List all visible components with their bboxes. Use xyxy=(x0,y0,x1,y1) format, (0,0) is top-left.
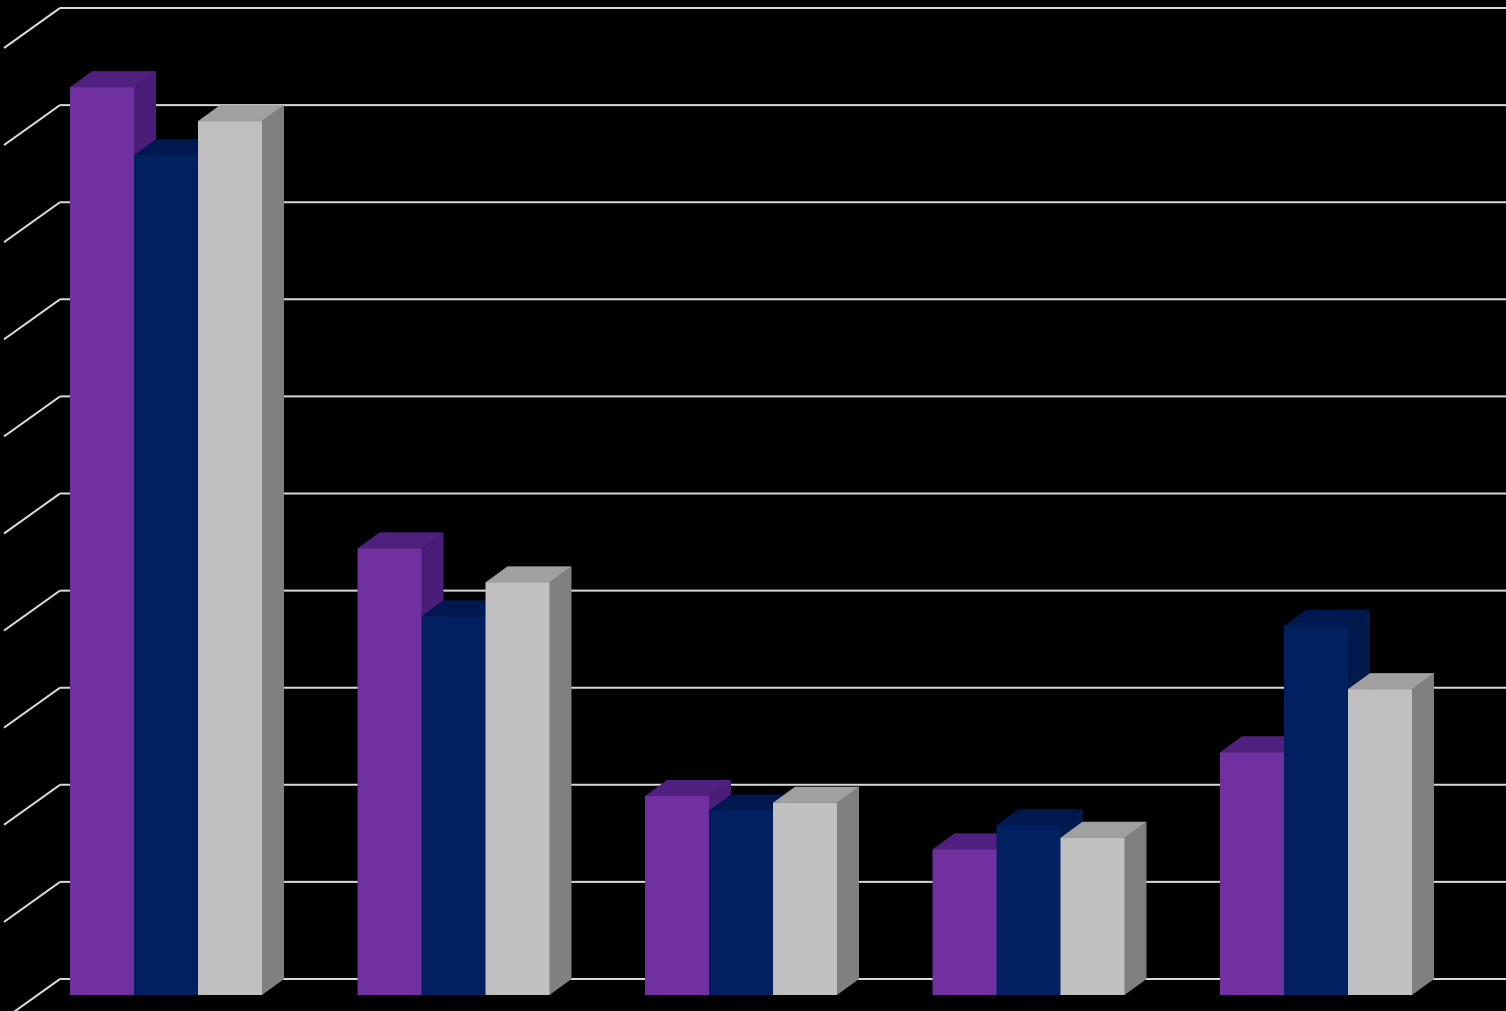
bar-top xyxy=(1284,610,1370,627)
bar-g3-s3 xyxy=(773,786,859,995)
bar-side xyxy=(837,786,859,995)
bar-top xyxy=(198,105,284,122)
bar-front xyxy=(1220,752,1284,995)
side-gridline-10 xyxy=(3,7,61,49)
bar-front xyxy=(198,121,262,996)
bar-side xyxy=(1124,821,1147,995)
bar-top xyxy=(645,779,731,796)
bar-front xyxy=(1284,626,1348,995)
bar-top xyxy=(485,566,572,583)
bar-top xyxy=(1348,673,1434,690)
side-gridline-0 xyxy=(13,978,61,1011)
bar-front xyxy=(357,548,422,995)
side-gridline-7 xyxy=(3,298,61,341)
bars xyxy=(70,71,1434,996)
bar-top xyxy=(357,532,444,549)
bar-top xyxy=(773,786,859,803)
bar-top xyxy=(996,809,1083,826)
bar-front xyxy=(1348,689,1412,995)
side-gridline-4 xyxy=(3,589,61,632)
bar-front xyxy=(645,795,709,995)
side-gridline-2 xyxy=(3,783,61,826)
bar-front xyxy=(996,825,1061,995)
bar-front xyxy=(134,155,198,995)
side-gridline-5 xyxy=(3,492,61,535)
bar-side xyxy=(1412,673,1434,995)
bar-front xyxy=(709,810,773,995)
side-gridline-1 xyxy=(3,881,61,923)
bar-side xyxy=(549,566,572,995)
bar-side xyxy=(262,105,284,996)
bar-g5-s3 xyxy=(1348,673,1434,995)
side-gridline-9 xyxy=(3,104,61,146)
bar-front xyxy=(932,849,997,995)
bar-g2-s3 xyxy=(485,566,572,995)
bar-g1-s3 xyxy=(198,105,284,996)
bar-top xyxy=(1060,821,1147,838)
side-gridline-8 xyxy=(3,201,61,244)
side-gridline-3 xyxy=(3,686,61,729)
bar-front xyxy=(773,802,837,995)
bar-front xyxy=(1060,837,1125,995)
bar-top xyxy=(70,71,156,88)
bar-front xyxy=(421,616,486,995)
bar-g4-s3 xyxy=(1060,821,1147,995)
bar-front xyxy=(485,582,550,995)
bar-front xyxy=(70,87,134,996)
side-gridline-6 xyxy=(3,395,61,438)
